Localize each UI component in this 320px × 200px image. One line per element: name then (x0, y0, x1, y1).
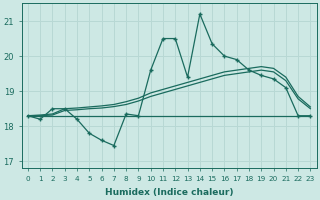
X-axis label: Humidex (Indice chaleur): Humidex (Indice chaleur) (105, 188, 233, 197)
